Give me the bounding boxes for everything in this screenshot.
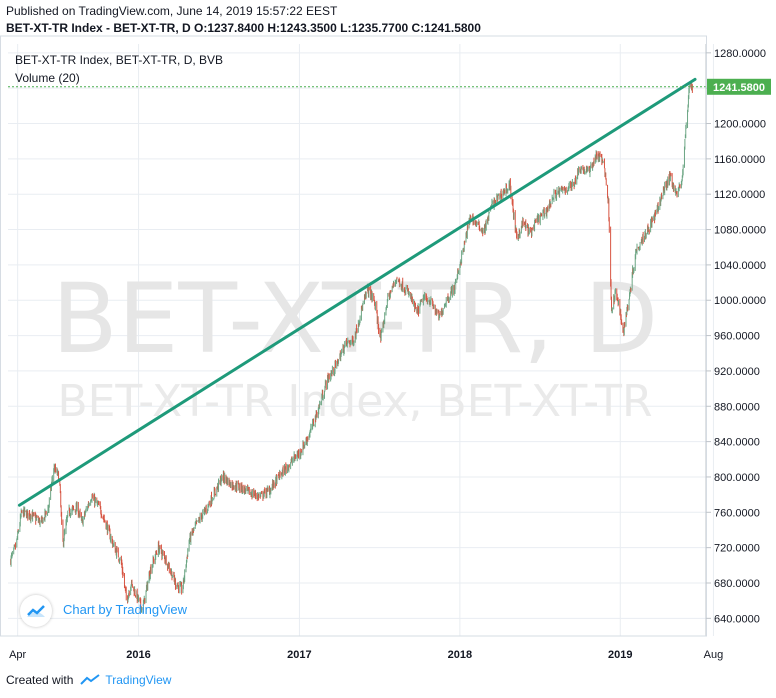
x-tick-label: Apr: [9, 649, 26, 661]
published-info: Published on TradingView.com, June 14, 2…: [6, 4, 338, 18]
x-tick-label: 2018: [448, 649, 472, 661]
ohlc-header: BET-XT-TR Index - BET-XT-TR, D O:1237.84…: [6, 21, 481, 35]
y-tick-label: 1160.0000: [714, 154, 765, 166]
last-price-badge: [707, 78, 771, 95]
candles-layer: [10, 81, 693, 613]
x-tick-label: 2017: [287, 649, 311, 661]
footer: Created with TradingView: [6, 673, 171, 687]
y-tick-label: 680.0000: [714, 578, 760, 590]
trendline[interactable]: [17, 77, 697, 507]
x-tick-label: Aug: [704, 649, 724, 661]
created-with-label: Created with: [6, 673, 74, 687]
chart-by-tradingview-link[interactable]: Chart by TradingView: [63, 602, 188, 617]
watermark-symbol: BET-XT-TR, D: [52, 263, 658, 375]
y-tick-label: 840.0000: [714, 437, 760, 449]
y-tick-label: 800.0000: [714, 472, 760, 484]
y-tick-label: 1040.0000: [714, 260, 766, 272]
x-tick-label: 2016: [126, 649, 150, 661]
y-tick-label: 880.0000: [714, 401, 760, 413]
y-tick-label: 1000.0000: [714, 295, 766, 307]
y-tick-label: 640.0000: [714, 613, 760, 625]
y-tick-label: 1080.0000: [714, 225, 766, 237]
last-price-label: 1241.5800: [713, 82, 765, 94]
series-legend: BET-XT-TR Index, BET-XT-TR, D, BVB: [15, 53, 223, 67]
grid-lines: [8, 44, 714, 636]
volume-legend: Volume (20): [15, 71, 80, 85]
y-tick-label: 1120.0000: [714, 189, 765, 201]
watermark-description: BET-XT-TR Index, BET-XT-TR: [57, 376, 652, 427]
tradingview-footer-link[interactable]: TradingView: [105, 673, 172, 687]
y-tick-label: 960.0000: [714, 331, 760, 343]
tradingview-footer-icon: [80, 674, 100, 685]
y-tick-label: 920.0000: [714, 366, 760, 378]
tradingview-logo-icon[interactable]: [20, 595, 52, 627]
x-tick-label: 2019: [608, 649, 632, 661]
y-tick-label: 760.0000: [714, 507, 760, 519]
y-tick-label: 1200.0000: [714, 119, 766, 131]
y-tick-label: 1280.0000: [714, 48, 766, 60]
y-tick-label: 720.0000: [714, 543, 760, 555]
